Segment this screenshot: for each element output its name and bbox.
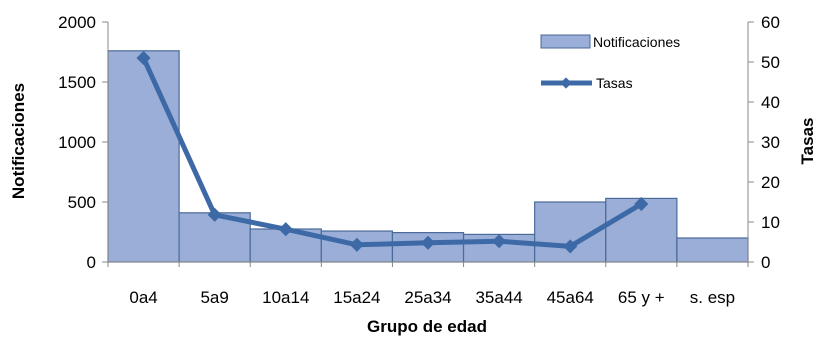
y2-tick-label: 40 <box>761 93 780 112</box>
y2-tick-label: 60 <box>761 13 780 32</box>
y-tick-label: 2000 <box>58 13 96 32</box>
legend-bar-label: Notificaciones <box>593 34 680 50</box>
tasas-point-10a14 <box>278 222 293 237</box>
x-tick-label: 0a4 <box>129 288 157 307</box>
legend-line-marker <box>560 77 572 89</box>
tasas-point-45a64 <box>563 239 578 254</box>
tasas-point-5a9 <box>207 207 222 222</box>
axes-layer <box>102 21 754 267</box>
y-tick-label: 500 <box>68 193 96 212</box>
y2-tick-label: 10 <box>761 213 780 232</box>
legend: Notificaciones Tasas <box>540 34 680 91</box>
y-tick-label: 0 <box>87 253 96 272</box>
x-axis-title: Grupo de edad <box>367 317 487 336</box>
x-tick-label: 35a44 <box>475 288 522 307</box>
x-tick-label: 25a34 <box>404 288 451 307</box>
tasas-line <box>141 56 643 249</box>
y2-tick-label: 20 <box>761 173 780 192</box>
tasas-point-25a34 <box>420 235 436 250</box>
y-tick-label: 1500 <box>58 73 96 92</box>
y2-tick-label: 50 <box>761 53 780 72</box>
x-tick-label: 45a64 <box>547 288 594 307</box>
y2-tick-label: 0 <box>761 253 770 272</box>
ticks-layer: 0 500 1000 1500 2000 0 10 20 30 40 50 60 0a4 5a9 10a14… <box>58 13 780 307</box>
tasas-point-15a24 <box>349 237 364 252</box>
x-tick-label: 65 y + <box>618 288 665 307</box>
x-tick-label: s. esp <box>690 288 735 307</box>
tasas-point-35a44 <box>492 234 507 249</box>
y-tick-label: 1000 <box>58 133 96 152</box>
x-tick-label: 15a24 <box>333 288 380 307</box>
tasas-point-65-y- <box>634 196 649 212</box>
bar-s-esp <box>676 237 749 263</box>
y-axis-title: Notificaciones <box>9 83 28 199</box>
line-layer <box>136 50 649 254</box>
x-tick-label: 5a9 <box>200 288 228 307</box>
legend-line-label: Tasas <box>596 75 633 91</box>
bars-layer <box>107 50 749 263</box>
bar-0a4 <box>107 50 180 263</box>
x-tick-label: 10a14 <box>262 288 309 307</box>
y2-tick-label: 30 <box>761 133 780 152</box>
y2-axis-title: Tasas <box>798 118 817 165</box>
legend-bar-swatch <box>540 34 591 49</box>
